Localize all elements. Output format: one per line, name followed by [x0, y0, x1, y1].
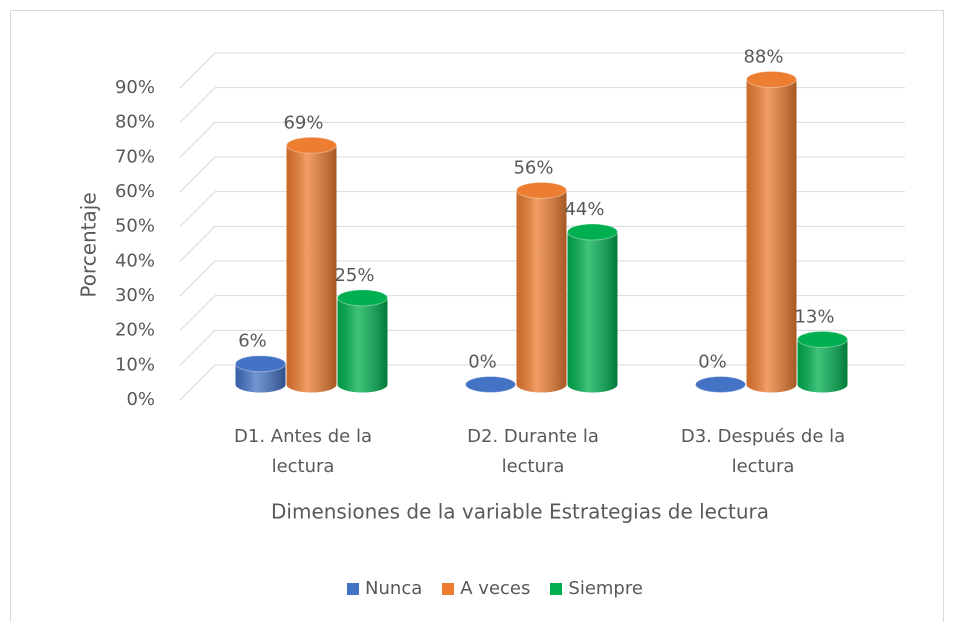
y-axis-label: Porcentaje: [77, 192, 101, 297]
bar-top: [746, 70, 797, 88]
y-tick-label: 70%: [115, 146, 155, 167]
legend-swatch: [550, 582, 563, 595]
value-label: 44%: [564, 199, 604, 220]
bar-top: [797, 330, 848, 348]
bar-top: [235, 355, 286, 373]
grid-line-side: [179, 295, 216, 332]
y-tick-label: 10%: [115, 354, 155, 375]
bar-top: [567, 223, 618, 241]
legend: Nunca A veces Siempre: [0, 578, 956, 599]
value-label: 25%: [334, 265, 374, 286]
legend-swatch: [347, 582, 360, 595]
legend-label: Siempre: [568, 578, 643, 599]
value-label: 6%: [238, 331, 267, 352]
bar-top: [286, 136, 337, 154]
value-label: 0%: [468, 352, 497, 373]
legend-item: A veces: [442, 578, 530, 599]
bar-shade: [516, 190, 567, 393]
y-tick-label: 90%: [115, 77, 155, 98]
bar-shade: [235, 363, 286, 393]
x-tick-label: D2. Durante la lectura: [467, 426, 599, 477]
y-tick-label: 60%: [115, 181, 155, 202]
grid-line-side: [179, 191, 216, 228]
bar-top: [695, 376, 746, 393]
grid-line-side: [179, 364, 216, 401]
value-label: 56%: [513, 157, 553, 178]
grid-line-side: [179, 87, 216, 124]
y-tick-label: 80%: [115, 112, 155, 133]
grid-line-side: [179, 329, 216, 366]
legend-label: A veces: [460, 578, 531, 599]
bar-shade: [567, 231, 618, 393]
grid-line-side: [179, 225, 216, 262]
grid-line-side: [179, 156, 216, 193]
bar-top: [465, 376, 516, 393]
legend-label: Nunca: [365, 578, 423, 599]
y-tick-label: 0%: [126, 389, 155, 410]
y-tick-label: 50%: [115, 216, 155, 237]
value-label: 0%: [698, 352, 727, 373]
bar-shade: [797, 339, 848, 393]
bar-shade: [337, 297, 388, 393]
legend-item: Nunca: [347, 578, 422, 599]
grid-line-side: [179, 121, 216, 158]
bar-shade: [746, 79, 797, 393]
y-tick-label: 20%: [115, 320, 155, 341]
y-tick-label: 40%: [115, 250, 155, 271]
grid-line-side: [179, 52, 216, 89]
legend-swatch: [442, 582, 455, 595]
x-tick-label: D1. Antes de la lectura: [234, 426, 372, 477]
chart-frame: [10, 10, 944, 622]
bar-shade: [286, 145, 337, 393]
y-tick-label: 30%: [115, 285, 155, 306]
legend-item: Siempre: [550, 578, 643, 599]
x-axis-label: Dimensiones de la variable Estrategias d…: [271, 500, 769, 524]
value-label: 69%: [283, 112, 323, 133]
value-label: 88%: [743, 46, 783, 67]
bar-top: [516, 181, 567, 199]
x-tick-label: D3. Después de la lectura: [680, 426, 846, 477]
grid-line-side: [179, 260, 216, 297]
bar-top: [337, 289, 388, 307]
value-label: 13%: [794, 306, 834, 327]
